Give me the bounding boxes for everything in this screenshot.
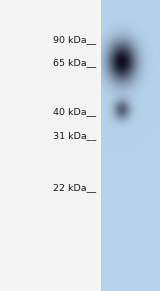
Text: 90 kDa__: 90 kDa__ (53, 35, 96, 44)
Text: 65 kDa__: 65 kDa__ (53, 58, 96, 67)
Text: 40 kDa__: 40 kDa__ (53, 108, 96, 116)
Text: 31 kDa__: 31 kDa__ (53, 131, 96, 140)
Text: 22 kDa__: 22 kDa__ (53, 183, 96, 192)
